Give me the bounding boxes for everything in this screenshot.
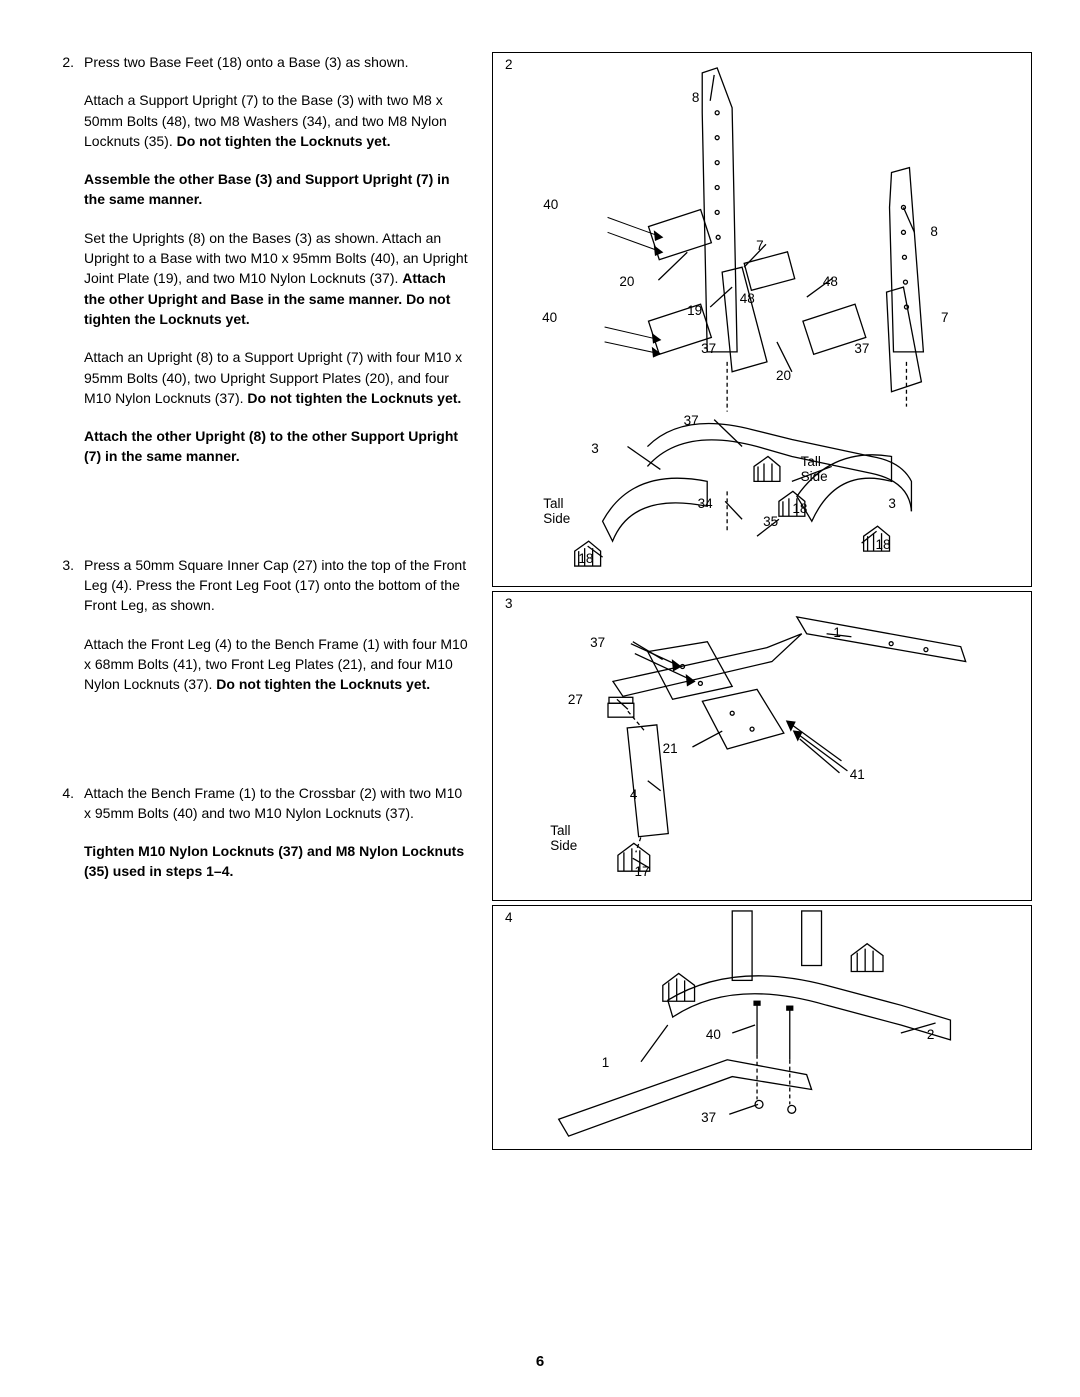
figure-step-number: 3 <box>505 596 513 612</box>
instruction-step: 3.Press a 50mm Square Inner Cap (27) int… <box>48 555 468 695</box>
text-run: Press a 50mm Square Inner Cap (27) into … <box>84 557 466 614</box>
page-content: 2.Press two Base Feet (18) onto a Base (… <box>48 52 1032 1312</box>
paragraph: Press two Base Feet (18) onto a Base (3)… <box>84 52 468 72</box>
figure-step-4: 4 <box>492 905 1032 1150</box>
paragraph: Attach a Support Upright (7) to the Base… <box>84 90 468 151</box>
callout-label: 18 <box>792 501 807 517</box>
callout-label: 2 <box>927 1027 935 1043</box>
callout-label: 18 <box>578 551 593 567</box>
callout-label: Side <box>543 511 570 527</box>
callout-label: 37 <box>701 341 716 357</box>
step-body: Press two Base Feet (18) onto a Base (3)… <box>84 52 468 467</box>
bold-text: Do not tighten the Locknuts yet. <box>216 676 430 692</box>
callout-label: 7 <box>941 310 949 326</box>
paragraph: Attach an Upright (8) to a Support Uprig… <box>84 347 468 408</box>
callout-label: 35 <box>763 514 778 530</box>
figure-step-number: 2 <box>505 57 513 73</box>
callout-label: 48 <box>740 291 755 307</box>
callout-label: Tall <box>543 496 563 512</box>
callout-label: 1 <box>602 1055 610 1071</box>
callout-label: 19 <box>687 303 702 319</box>
figure-column: 2 <box>492 52 1032 1312</box>
callout-label: 21 <box>663 741 678 757</box>
figure-step-3: 3 <box>492 591 1032 901</box>
callout-label: 3 <box>591 441 599 457</box>
step-number: 3. <box>48 555 84 695</box>
callout-label: Tall <box>801 454 821 470</box>
step-number: 2. <box>48 52 84 467</box>
bold-text: Assemble the other Base (3) and Support … <box>84 171 450 207</box>
callout-label: 37 <box>684 413 699 429</box>
paragraph: Set the Uprights (8) on the Bases (3) as… <box>84 228 468 329</box>
callout-label: 27 <box>568 692 583 708</box>
paragraph: Press a 50mm Square Inner Cap (27) into … <box>84 555 468 616</box>
callout-label: 37 <box>701 1110 716 1126</box>
text-run: Press two Base Feet (18) onto a Base (3)… <box>84 54 409 70</box>
bold-text: Tighten M10 Nylon Locknuts (37) and M8 N… <box>84 843 464 879</box>
bold-text: Do not tighten the Locknuts yet. <box>177 133 391 149</box>
step-body: Press a 50mm Square Inner Cap (27) into … <box>84 555 468 695</box>
spacer <box>48 485 468 555</box>
callout-label: 8 <box>930 224 938 240</box>
callout-label: 34 <box>698 496 713 512</box>
callout-label: 1 <box>833 625 841 641</box>
figure-step-2: 2 <box>492 52 1032 587</box>
paragraph: Attach the other Upright (8) to the othe… <box>84 426 468 467</box>
bold-text: Do not tighten the Locknuts yet. <box>247 390 461 406</box>
callout-label: 20 <box>776 368 791 384</box>
callout-label: 8 <box>692 90 700 106</box>
callout-label: Tall <box>550 823 570 839</box>
callout-label: 48 <box>823 274 838 290</box>
instruction-step: 4.Attach the Bench Frame (1) to the Cros… <box>48 783 468 882</box>
instruction-step: 2.Press two Base Feet (18) onto a Base (… <box>48 52 468 467</box>
callout-label: Side <box>801 469 828 485</box>
callout-label: 18 <box>875 537 890 553</box>
instruction-column: 2.Press two Base Feet (18) onto a Base (… <box>48 52 468 1312</box>
callout-label: 41 <box>850 767 865 783</box>
bold-text: Attach the other Upright (8) to the othe… <box>84 428 458 464</box>
paragraph: Assemble the other Base (3) and Support … <box>84 169 468 210</box>
callout-label: 7 <box>756 238 764 254</box>
spacer <box>48 713 468 783</box>
callout-label: 40 <box>542 310 557 326</box>
callout-label: Side <box>550 838 577 854</box>
step-number: 4. <box>48 783 84 882</box>
paragraph: Tighten M10 Nylon Locknuts (37) and M8 N… <box>84 841 468 882</box>
callout-label: 40 <box>543 197 558 213</box>
callout-label: 17 <box>635 864 650 880</box>
text-run: Attach the Bench Frame (1) to the Crossb… <box>84 785 462 821</box>
callout-label: 37 <box>590 635 605 651</box>
callout-label: 40 <box>706 1027 721 1043</box>
callout-label: 37 <box>854 341 869 357</box>
callout-label: 4 <box>630 787 638 803</box>
paragraph: Attach the Front Leg (4) to the Bench Fr… <box>84 634 468 695</box>
assembly-diagram-4 <box>493 906 1031 1149</box>
callout-label: 3 <box>888 496 896 512</box>
paragraph: Attach the Bench Frame (1) to the Crossb… <box>84 783 468 824</box>
step-body: Attach the Bench Frame (1) to the Crossb… <box>84 783 468 882</box>
figure-step-number: 4 <box>505 910 513 926</box>
page-number: 6 <box>0 1351 1080 1373</box>
assembly-diagram-2 <box>493 53 1031 586</box>
callout-label: 20 <box>619 274 634 290</box>
